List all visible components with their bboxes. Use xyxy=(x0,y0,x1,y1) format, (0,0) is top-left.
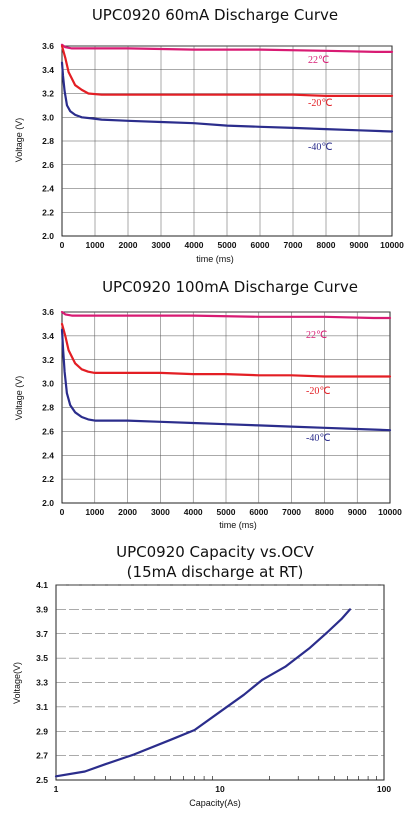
y-axis-label: Voltage (V) xyxy=(14,118,24,163)
series-label: -40℃ xyxy=(306,433,331,444)
chart-title: UPC0920 60mA Discharge Curve xyxy=(92,6,338,24)
y-tick-label: 2.8 xyxy=(42,136,54,146)
x-tick-label: 5000 xyxy=(218,240,237,250)
y-tick-label: 3.2 xyxy=(42,89,54,99)
y-tick-label: 3.3 xyxy=(36,678,48,688)
x-tick-label: 8000 xyxy=(315,507,334,517)
y-tick-label: 3.6 xyxy=(42,307,54,317)
y-tick-label: 3.4 xyxy=(42,331,54,341)
x-tick-label: 10000 xyxy=(380,240,404,250)
y-tick-label: 2.5 xyxy=(36,775,48,785)
discharge-60ma-chart: UPC0920 60mA Discharge Curve time (ms) V… xyxy=(14,6,404,264)
x-axis-label: time (ms) xyxy=(219,520,257,530)
x-tick-label: 10000 xyxy=(378,507,402,517)
x-tick-label: 9000 xyxy=(350,240,369,250)
chart-subtitle: (15mA discharge at RT) xyxy=(127,563,304,581)
x-tick-label: 3000 xyxy=(151,507,170,517)
x-tick-label: 1000 xyxy=(86,240,105,250)
x-tick-label: 1000 xyxy=(85,507,104,517)
y-tick-label: 2.9 xyxy=(36,726,48,736)
chart-title: UPC0920 Capacity vs.OCV xyxy=(116,543,315,561)
x-axis-label: Capacity(As) xyxy=(189,798,241,808)
series-label: 22℃ xyxy=(306,330,327,341)
x-tick-label: 0 xyxy=(60,507,65,517)
y-tick-label: 3.6 xyxy=(42,41,54,51)
y-tick-label: 2.6 xyxy=(42,426,54,436)
series-line xyxy=(60,328,392,432)
x-tick-label: 6000 xyxy=(251,240,270,250)
series-line xyxy=(60,310,392,320)
series-line xyxy=(60,322,392,378)
series-line xyxy=(60,44,394,98)
x-tick-label: 7000 xyxy=(282,507,301,517)
y-tick-label: 2.0 xyxy=(42,498,54,508)
x-tick-label: 2000 xyxy=(118,507,137,517)
y-tick-label: 2.4 xyxy=(42,450,54,460)
y-tick-label: 3.7 xyxy=(36,629,48,639)
x-tick-label: 10 xyxy=(215,784,225,794)
y-axis-label: Voltage(V) xyxy=(12,662,22,704)
x-tick-label: 3000 xyxy=(152,240,171,250)
x-tick-label: 100 xyxy=(377,784,391,794)
y-tick-label: 2.8 xyxy=(42,403,54,413)
y-tick-label: 3.0 xyxy=(42,379,54,389)
x-tick-label: 2000 xyxy=(119,240,138,250)
y-tick-label: 2.2 xyxy=(42,474,54,484)
series-line xyxy=(60,43,394,54)
y-tick-label: 2.7 xyxy=(36,751,48,761)
y-axis-label: Voltage (V) xyxy=(14,376,24,421)
x-tick-label: 4000 xyxy=(184,507,203,517)
y-tick-label: 3.2 xyxy=(42,355,54,365)
x-tick-label: 6000 xyxy=(249,507,268,517)
discharge-100ma-chart: UPC0920 100mA Discharge Curve time (ms) … xyxy=(14,278,402,530)
series-label: -40℃ xyxy=(308,142,333,153)
y-tick-label: 4.1 xyxy=(36,580,48,590)
chart-title: UPC0920 100mA Discharge Curve xyxy=(102,278,358,296)
y-tick-label: 2.4 xyxy=(42,184,54,194)
y-tick-label: 2.2 xyxy=(42,207,54,217)
series-label: -20℃ xyxy=(306,386,331,397)
series-label: -20℃ xyxy=(308,98,333,109)
capacity-ocv-chart: UPC0920 Capacity vs.OCV (15mA discharge … xyxy=(12,543,391,808)
series-line xyxy=(60,61,394,133)
y-tick-label: 2.0 xyxy=(42,231,54,241)
y-tick-label: 3.5 xyxy=(36,653,48,663)
y-tick-label: 3.4 xyxy=(42,65,54,75)
x-tick-label: 0 xyxy=(60,240,65,250)
x-tick-label: 4000 xyxy=(185,240,204,250)
y-tick-label: 3.1 xyxy=(36,702,48,712)
y-tick-label: 3.0 xyxy=(42,112,54,122)
x-tick-label: 7000 xyxy=(284,240,303,250)
y-tick-label: 3.9 xyxy=(36,604,48,614)
x-tick-label: 5000 xyxy=(217,507,236,517)
x-tick-label: 1 xyxy=(54,784,59,794)
x-tick-label: 9000 xyxy=(348,507,367,517)
series-label: 22℃ xyxy=(308,55,329,66)
x-axis-label: time (ms) xyxy=(196,254,234,264)
x-tick-label: 8000 xyxy=(317,240,336,250)
series-line xyxy=(54,608,352,778)
y-tick-label: 2.6 xyxy=(42,160,54,170)
